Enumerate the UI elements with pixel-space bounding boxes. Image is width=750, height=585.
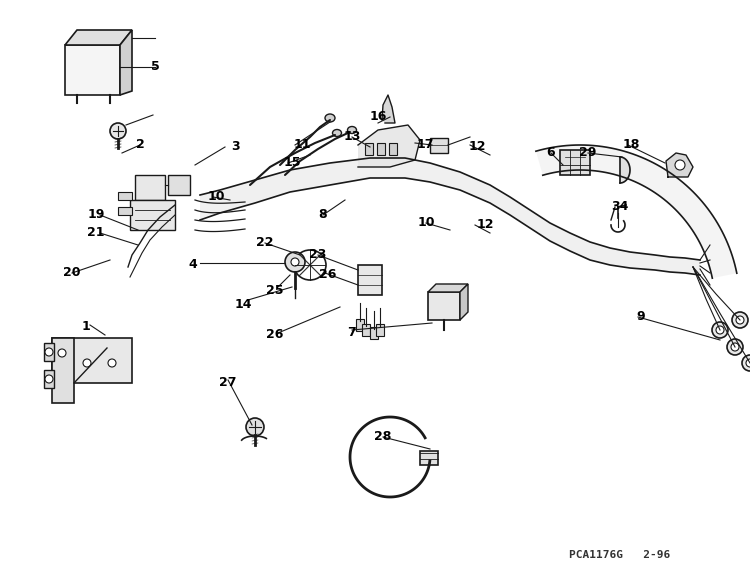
Text: 16: 16	[369, 111, 387, 123]
Text: 11: 11	[293, 139, 310, 152]
Circle shape	[675, 160, 685, 170]
Text: 34: 34	[611, 201, 628, 214]
Text: PCA1176G   2-96: PCA1176G 2-96	[569, 550, 670, 560]
Bar	[560, 150, 590, 175]
Text: 23: 23	[309, 249, 327, 261]
Bar	[428, 292, 460, 320]
Bar	[130, 200, 175, 230]
Bar	[118, 207, 132, 215]
Bar	[430, 138, 448, 153]
Circle shape	[291, 258, 299, 266]
Circle shape	[45, 348, 53, 356]
Bar	[377, 143, 385, 155]
Text: 14: 14	[234, 298, 252, 311]
Circle shape	[746, 359, 750, 367]
Text: 13: 13	[344, 130, 361, 143]
Text: 22: 22	[256, 236, 274, 249]
Circle shape	[83, 359, 91, 367]
Bar	[118, 192, 132, 200]
Circle shape	[716, 326, 724, 334]
Text: 17: 17	[416, 139, 434, 152]
Text: 15: 15	[284, 157, 301, 170]
Text: 5: 5	[151, 60, 159, 74]
Text: 3: 3	[231, 140, 239, 153]
Ellipse shape	[332, 129, 341, 136]
Text: 2: 2	[136, 139, 144, 152]
Bar	[52, 338, 74, 403]
Text: 26: 26	[320, 269, 337, 281]
Text: 27: 27	[219, 377, 237, 390]
Circle shape	[285, 252, 305, 272]
Text: 26: 26	[266, 329, 284, 342]
Text: 7: 7	[347, 326, 356, 339]
Circle shape	[45, 375, 53, 383]
Bar	[362, 324, 370, 336]
Text: 12: 12	[476, 219, 494, 232]
Text: 10: 10	[207, 191, 225, 204]
Circle shape	[732, 312, 748, 328]
Bar	[358, 265, 382, 295]
Circle shape	[712, 322, 728, 338]
Circle shape	[108, 359, 116, 367]
Bar	[376, 324, 384, 336]
Bar	[168, 175, 190, 195]
Polygon shape	[200, 158, 700, 275]
Polygon shape	[620, 157, 630, 183]
Ellipse shape	[347, 126, 356, 133]
Text: 19: 19	[87, 208, 105, 222]
Circle shape	[110, 123, 126, 139]
Ellipse shape	[325, 114, 335, 122]
Bar	[370, 327, 378, 339]
Text: 10: 10	[417, 216, 435, 229]
Circle shape	[742, 355, 750, 371]
Polygon shape	[460, 284, 468, 320]
Text: 25: 25	[266, 284, 284, 297]
Circle shape	[58, 349, 66, 357]
Text: 4: 4	[189, 259, 197, 271]
Bar	[420, 451, 438, 465]
Polygon shape	[666, 153, 693, 177]
Bar	[389, 143, 397, 155]
Text: 28: 28	[374, 431, 392, 443]
Polygon shape	[120, 30, 132, 95]
Text: 29: 29	[579, 146, 597, 160]
Text: 21: 21	[87, 226, 105, 239]
Circle shape	[246, 418, 264, 436]
Text: 20: 20	[63, 267, 81, 280]
Bar	[44, 343, 54, 361]
Bar	[135, 175, 165, 200]
Polygon shape	[358, 125, 420, 167]
Text: 12: 12	[468, 140, 486, 153]
Text: 6: 6	[547, 146, 555, 160]
Bar	[365, 143, 373, 155]
Polygon shape	[65, 30, 132, 45]
Text: 8: 8	[319, 208, 327, 222]
Text: 18: 18	[622, 139, 640, 152]
Circle shape	[731, 343, 739, 351]
Bar	[44, 370, 54, 388]
Bar	[65, 45, 120, 95]
Bar	[356, 319, 364, 331]
Circle shape	[736, 316, 744, 324]
Text: 9: 9	[637, 311, 645, 324]
Polygon shape	[428, 284, 468, 292]
Polygon shape	[536, 145, 736, 278]
Polygon shape	[382, 95, 395, 123]
Circle shape	[727, 339, 743, 355]
Text: 1: 1	[82, 321, 90, 333]
Bar	[52, 338, 132, 383]
